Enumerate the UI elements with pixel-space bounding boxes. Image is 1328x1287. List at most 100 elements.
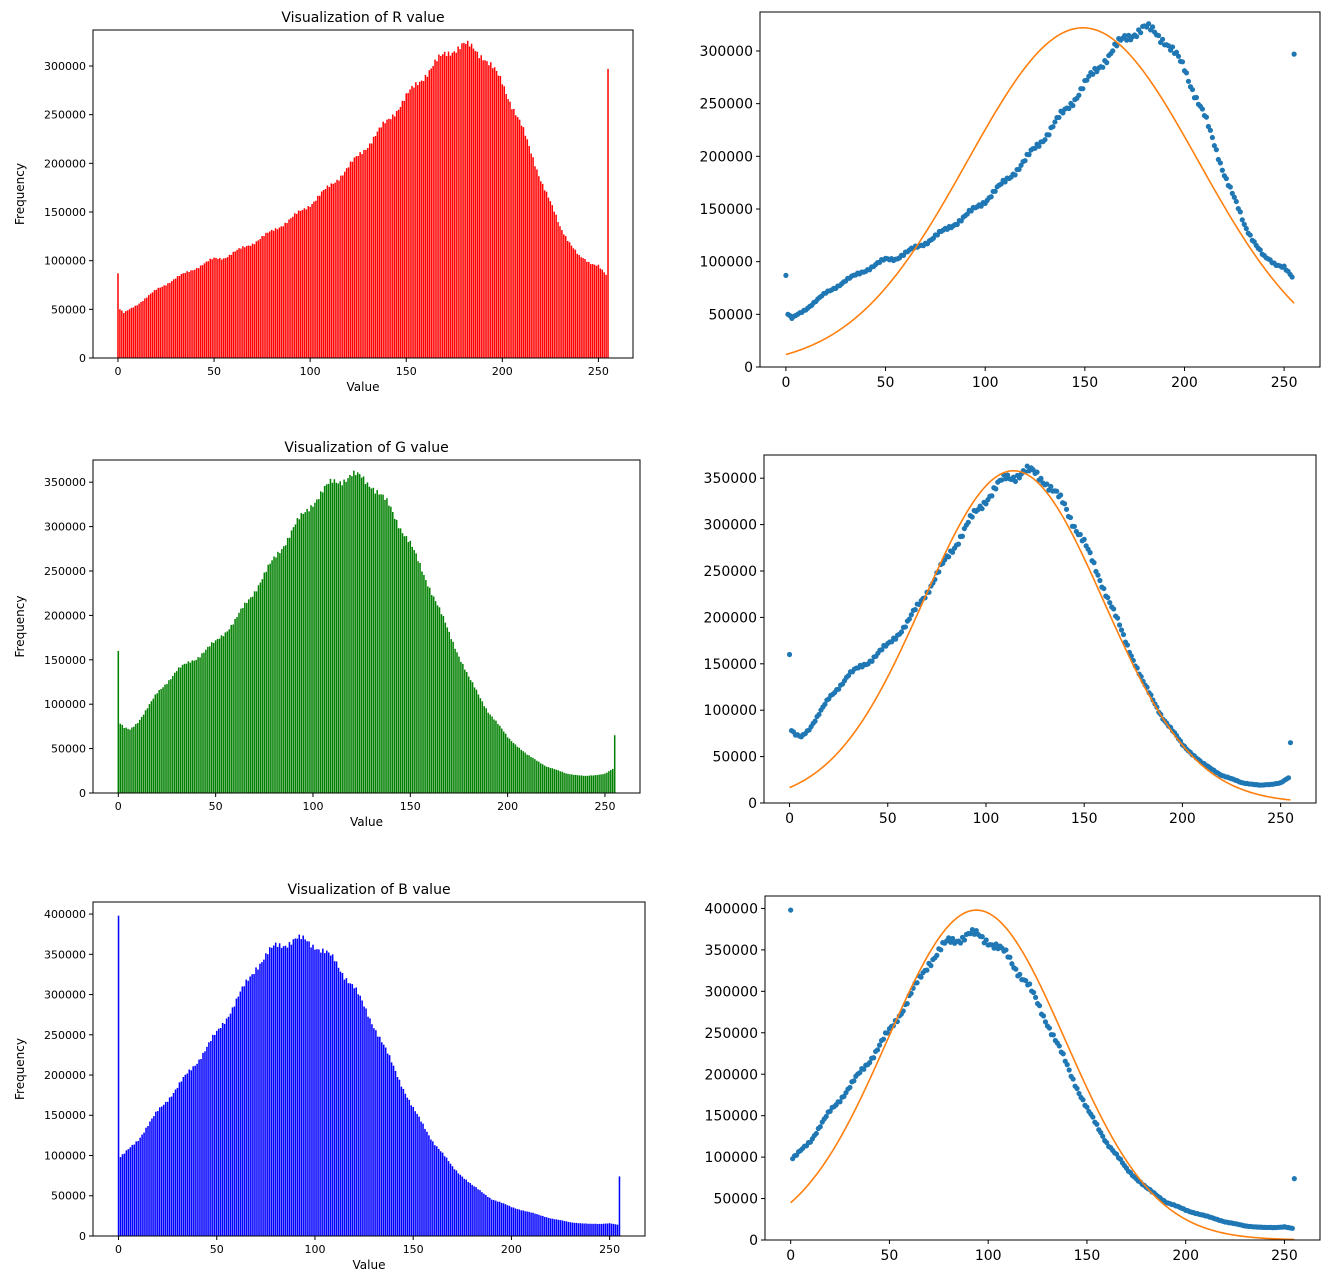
data-point [1100, 1133, 1106, 1139]
x-tick-label: 50 [209, 800, 223, 813]
histogram-bar [397, 528, 400, 793]
x-tick-label: 50 [210, 1243, 224, 1256]
histogram-bar [587, 1223, 589, 1236]
histogram-bar [224, 258, 227, 358]
data-point [1048, 483, 1054, 490]
histogram-bar [288, 219, 290, 358]
histogram-bar [416, 1113, 418, 1236]
histogram-bar [430, 1139, 432, 1236]
histogram-bar [251, 596, 254, 793]
histogram-bar [257, 585, 260, 793]
histogram-bar [543, 765, 546, 793]
histogram-bar [255, 241, 258, 358]
histogram-bar [390, 506, 392, 793]
histogram-bar [308, 941, 310, 1236]
histogram-bar [129, 1147, 132, 1236]
histogram-bar [302, 935, 304, 1236]
histogram-bar [339, 481, 341, 793]
histogram-bar [367, 147, 369, 358]
histogram-bar [232, 624, 234, 793]
histogram-bar [457, 46, 459, 358]
histogram-bar [269, 563, 271, 793]
histogram-bar [460, 661, 462, 793]
histogram-bar [561, 230, 563, 358]
histogram-bar [445, 56, 448, 359]
histogram-bar [586, 261, 588, 358]
histogram-bar [337, 483, 340, 793]
x-tick-label: 50 [879, 811, 897, 827]
data-point [1219, 167, 1225, 173]
histogram-bar [342, 175, 344, 358]
data-point [1017, 971, 1023, 977]
histogram-bar [502, 731, 505, 793]
histogram-bar [148, 704, 151, 793]
y-tick-label: 350000 [704, 471, 757, 487]
histogram-bar [553, 769, 556, 793]
histogram-bar [513, 108, 515, 358]
data-point [1066, 1067, 1072, 1073]
histogram-bar [582, 258, 584, 358]
histogram-bar [141, 1134, 143, 1236]
x-tick-label: 0 [114, 365, 121, 378]
histogram-bar [465, 672, 468, 793]
histogram-bar [149, 1121, 151, 1236]
histogram-bar [611, 768, 614, 793]
data-point [1060, 110, 1066, 116]
data-point [989, 493, 995, 499]
data-point [1209, 134, 1215, 141]
histogram-bar [134, 305, 137, 358]
histogram-bar [409, 540, 412, 793]
data-point [1229, 190, 1235, 197]
histogram-bar [204, 1051, 206, 1236]
histogram-bar [464, 669, 466, 793]
histogram-bar [530, 1212, 532, 1236]
histogram-bar [292, 216, 294, 358]
data-point [983, 937, 989, 943]
histogram-bar [218, 638, 221, 793]
histogram-bar [144, 710, 147, 793]
histogram-bar [481, 1192, 483, 1236]
histogram-bar [324, 953, 326, 1236]
histogram-bar [413, 550, 415, 793]
data-point [1203, 114, 1210, 120]
histogram-bar [322, 189, 325, 358]
histogram-bar [378, 127, 381, 358]
data-point [1076, 92, 1082, 98]
histogram-bar [411, 546, 414, 793]
histogram-bar [478, 58, 481, 358]
y-tick-label: 250000 [705, 1026, 758, 1042]
histogram-bar [522, 127, 525, 359]
data-point [1165, 43, 1172, 49]
histogram-bar [246, 603, 248, 793]
histogram-bar [522, 1210, 524, 1236]
histogram-bar [234, 618, 236, 793]
x-tick-label: 0 [115, 800, 122, 813]
histogram-bar [485, 708, 487, 793]
histogram-bar [417, 85, 419, 358]
x-tick-label: 200 [1171, 375, 1198, 391]
histogram-bar [502, 1203, 505, 1236]
histogram-bar [288, 537, 291, 793]
histogram-bar [236, 249, 238, 358]
histogram-bar [313, 201, 315, 358]
histogram-bar [142, 300, 144, 358]
histogram-bar [318, 499, 320, 793]
x-tick-label: 100 [300, 365, 321, 378]
histogram-bar [276, 229, 279, 358]
histogram-bar [581, 1223, 583, 1236]
histogram-bar [230, 624, 232, 793]
histogram-bar [454, 648, 456, 793]
y-tick-label: 50000 [51, 743, 86, 756]
histogram-bar [162, 1104, 165, 1236]
histogram-bar [297, 210, 300, 358]
histogram-bar [335, 482, 338, 793]
histogram-bar [589, 264, 592, 358]
histogram-bar [530, 756, 532, 793]
histogram-bar [273, 556, 275, 793]
data-point [1080, 1097, 1086, 1103]
histogram-bar [444, 622, 447, 793]
histogram-bar [487, 1196, 489, 1236]
histogram-bar [477, 1189, 479, 1236]
histogram-bar [447, 1161, 450, 1236]
